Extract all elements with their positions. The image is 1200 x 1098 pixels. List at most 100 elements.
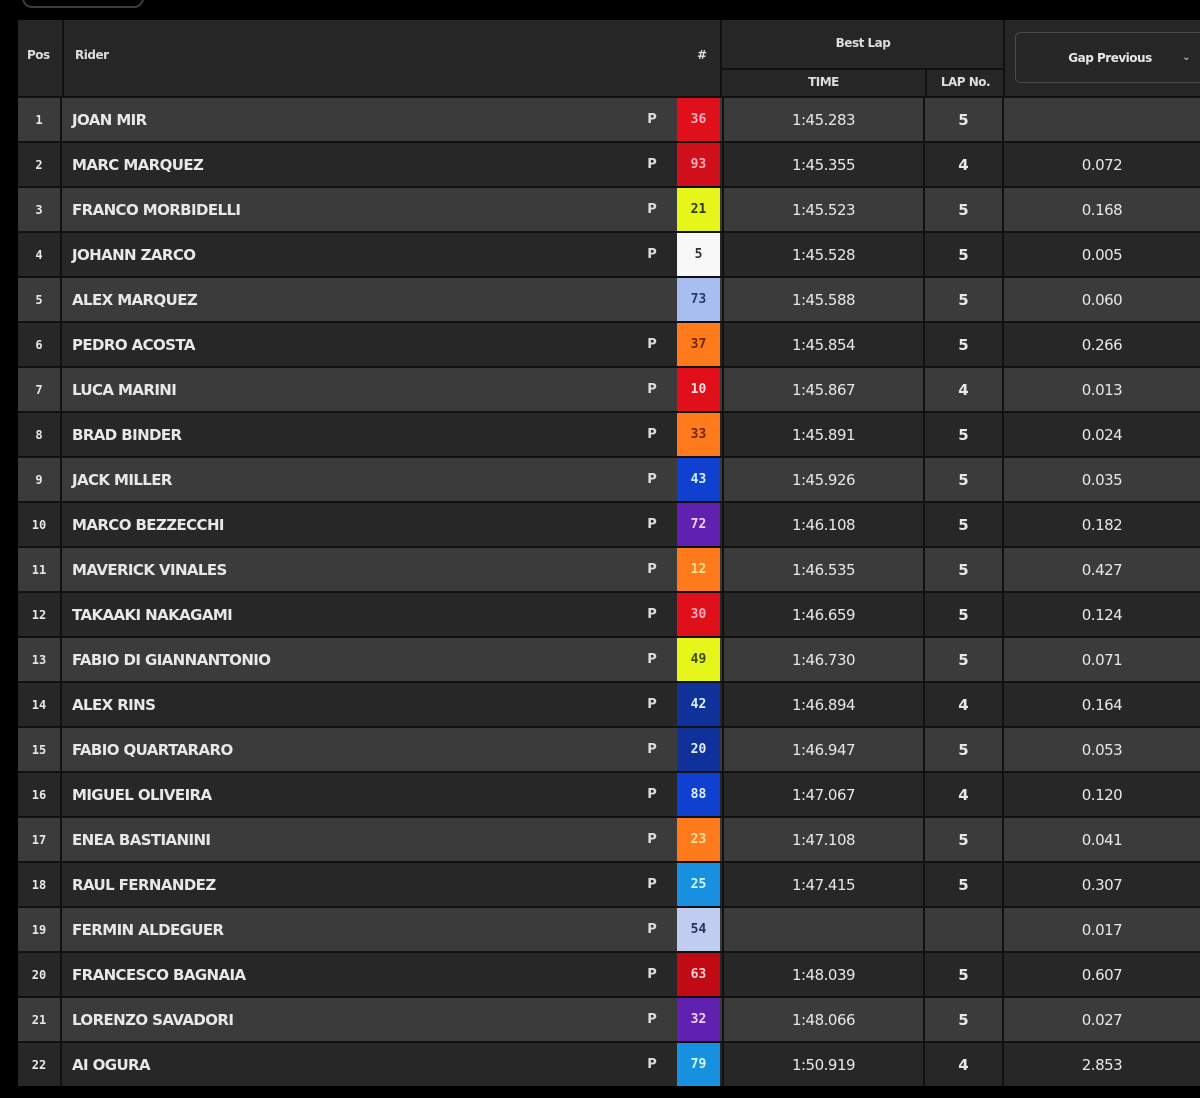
- rider-name[interactable]: MIGUEL OLIVEIRA: [72, 785, 212, 804]
- best-lap-number: 4: [925, 1043, 1004, 1086]
- position: 10: [18, 503, 62, 546]
- rider-name[interactable]: PEDRO ACOSTA: [72, 335, 195, 354]
- best-lap-time: 1:48.039: [722, 953, 925, 996]
- rider-name[interactable]: ALEX RINS: [72, 695, 156, 714]
- rider-name[interactable]: AI OGURA: [72, 1055, 151, 1074]
- best-lap-number: 5: [925, 953, 1004, 996]
- position: 6: [18, 323, 62, 366]
- rider-name[interactable]: MARCO BEZZECCHI: [72, 515, 225, 534]
- rider-name[interactable]: RAUL FERNANDEZ: [72, 875, 216, 894]
- rider-name[interactable]: MAVERICK VINALES: [72, 560, 227, 579]
- rider-number: 20: [677, 728, 720, 771]
- header-rider: Rider: [75, 48, 109, 62]
- position: 9: [18, 458, 62, 501]
- tyre-icon: P: [647, 967, 657, 982]
- table-row[interactable]: 7 LUCA MARINI P 10 1:45.867 4 0.013: [18, 366, 1200, 411]
- table-row[interactable]: 15 FABIO QUARTARARO P 20 1:46.947 5 0.05…: [18, 726, 1200, 771]
- tyre-icon: P: [647, 382, 657, 397]
- table-row[interactable]: 3 FRANCO MORBIDELLI P 21 1:45.523 5 0.16…: [18, 186, 1200, 231]
- table-row[interactable]: 22 AI OGURA P 79 1:50.919 4 2.853: [18, 1041, 1200, 1086]
- rider-name[interactable]: ALEX MARQUEZ: [72, 290, 198, 309]
- gap-value: 0.124: [1081, 605, 1123, 624]
- rider-name[interactable]: LORENZO SAVADORI: [72, 1010, 234, 1029]
- table-row[interactable]: 19 FERMIN ALDEGUER P 54 0.017: [18, 906, 1200, 951]
- best-lap-time: 1:46.730: [722, 638, 925, 681]
- gap-value: 0.053: [1081, 740, 1123, 759]
- rider-name[interactable]: LUCA MARINI: [72, 380, 177, 399]
- table-row[interactable]: 14 ALEX RINS P 42 1:46.894 4 0.164: [18, 681, 1200, 726]
- position: 21: [18, 998, 62, 1041]
- rider-name[interactable]: FRANCESCO BAGNAIA: [72, 965, 246, 984]
- rider-name[interactable]: JOAN MIR: [72, 110, 147, 129]
- rider-number: 54: [677, 908, 720, 951]
- best-lap-time: 1:45.355: [722, 143, 925, 186]
- table-row[interactable]: 4 JOHANN ZARCO P 5 1:45.528 5 0.005: [18, 231, 1200, 276]
- table-row[interactable]: 17 ENEA BASTIANINI P 23 1:47.108 5 0.041: [18, 816, 1200, 861]
- position: 17: [18, 818, 62, 861]
- position: 11: [18, 548, 62, 591]
- best-lap-time: 1:45.588: [722, 278, 925, 321]
- table-row[interactable]: 18 RAUL FERNANDEZ P 25 1:47.415 5 0.307: [18, 861, 1200, 906]
- rider-number: 12: [677, 548, 720, 591]
- table-row[interactable]: 13 FABIO DI GIANNANTONIO P 49 1:46.730 5…: [18, 636, 1200, 681]
- best-lap-number: 5: [925, 98, 1004, 141]
- tyre-icon: P: [647, 517, 657, 532]
- rider-name[interactable]: FRANCO MORBIDELLI: [72, 200, 241, 219]
- rider-number: 88: [677, 773, 720, 816]
- best-lap-time: 1:45.891: [722, 413, 925, 456]
- rider-number: 49: [677, 638, 720, 681]
- table-row[interactable]: 11 MAVERICK VINALES P 12 1:46.535 5 0.42…: [18, 546, 1200, 591]
- table-row[interactable]: 10 MARCO BEZZECCHI P 72 1:46.108 5 0.182: [18, 501, 1200, 546]
- rider-name[interactable]: JACK MILLER: [72, 470, 172, 489]
- position: 7: [18, 368, 62, 411]
- gap-value: [1004, 98, 1200, 141]
- rider-name[interactable]: FERMIN ALDEGUER: [72, 920, 224, 939]
- gap-value: 0.307: [1081, 875, 1123, 894]
- rider-name[interactable]: FABIO DI GIANNANTONIO: [72, 650, 271, 669]
- best-lap-time: 1:45.283: [722, 98, 925, 141]
- best-lap-number: 5: [925, 728, 1004, 771]
- best-lap-number: 4: [925, 683, 1004, 726]
- table-row[interactable]: 6 PEDRO ACOSTA P 37 1:45.854 5 0.266: [18, 321, 1200, 366]
- tyre-icon: P: [647, 652, 657, 667]
- rider-name[interactable]: ENEA BASTIANINI: [72, 830, 211, 849]
- gap-value: 0.027: [1081, 1010, 1123, 1029]
- gap-mode-select[interactable]: Gap Previous ⌄: [1015, 32, 1200, 83]
- tyre-icon: P: [647, 877, 657, 892]
- table-row[interactable]: 2 MARC MARQUEZ P 93 1:45.355 4 0.072: [18, 141, 1200, 186]
- table-row[interactable]: 1 JOAN MIR P 36 1:45.283 5: [18, 96, 1200, 141]
- table-row[interactable]: 21 LORENZO SAVADORI P 32 1:48.066 5 0.02…: [18, 996, 1200, 1041]
- tyre-icon: P: [647, 247, 657, 262]
- rider-number: 63: [677, 953, 720, 996]
- rider-name[interactable]: BRAD BINDER: [72, 425, 182, 444]
- table-row[interactable]: 5 ALEX MARQUEZ 73 1:45.588 5 0.060: [18, 276, 1200, 321]
- table-row[interactable]: 8 BRAD BINDER P 33 1:45.891 5 0.024: [18, 411, 1200, 456]
- gap-value: 0.120: [1081, 785, 1123, 804]
- gap-value: 0.164: [1081, 695, 1123, 714]
- top-button[interactable]: [22, 0, 144, 8]
- results-table: Pos Rider # Best Lap TIME LAP No. Gap Pr…: [18, 20, 1200, 1086]
- best-lap-time: 1:45.854: [722, 323, 925, 366]
- table-row[interactable]: 12 TAKAAKI NAKAGAMI P 30 1:46.659 5 0.12…: [18, 591, 1200, 636]
- header-lap-no: LAP No.: [940, 75, 991, 89]
- rider-number: 42: [677, 683, 720, 726]
- gap-value: 2.853: [1081, 1055, 1123, 1074]
- table-row[interactable]: 20 FRANCESCO BAGNAIA P 63 1:48.039 5 0.6…: [18, 951, 1200, 996]
- header-best-lap: Best Lap: [835, 36, 891, 50]
- best-lap-number: 4: [925, 773, 1004, 816]
- gap-value: 0.168: [1081, 200, 1123, 219]
- best-lap-number: 5: [925, 458, 1004, 501]
- rider-name[interactable]: MARC MARQUEZ: [72, 155, 204, 174]
- tyre-icon: P: [647, 922, 657, 937]
- rider-name[interactable]: FABIO QUARTARARO: [72, 740, 233, 759]
- table-row[interactable]: 9 JACK MILLER P 43 1:45.926 5 0.035: [18, 456, 1200, 501]
- gap-value: 0.266: [1081, 335, 1123, 354]
- best-lap-time: 1:47.108: [722, 818, 925, 861]
- best-lap-number: 5: [925, 323, 1004, 366]
- gap-value: 0.060: [1081, 290, 1123, 309]
- rider-name[interactable]: TAKAAKI NAKAGAMI: [72, 605, 233, 624]
- position: 2: [18, 143, 62, 186]
- rider-number: 10: [677, 368, 720, 411]
- rider-name[interactable]: JOHANN ZARCO: [72, 245, 196, 264]
- table-row[interactable]: 16 MIGUEL OLIVEIRA P 88 1:47.067 4 0.120: [18, 771, 1200, 816]
